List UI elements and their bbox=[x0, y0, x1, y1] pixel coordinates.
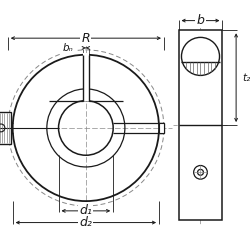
Text: d₁: d₁ bbox=[80, 204, 92, 217]
Bar bbox=[83, 53, 89, 100]
Circle shape bbox=[182, 38, 220, 76]
Bar bbox=[0, 112, 11, 144]
Bar bbox=[178, 30, 222, 220]
Text: t₂: t₂ bbox=[242, 73, 250, 83]
Bar bbox=[159, 123, 164, 133]
Text: R: R bbox=[82, 32, 90, 45]
Text: b: b bbox=[196, 14, 204, 27]
Text: bₙ: bₙ bbox=[63, 43, 74, 53]
Text: d₂: d₂ bbox=[80, 216, 92, 229]
